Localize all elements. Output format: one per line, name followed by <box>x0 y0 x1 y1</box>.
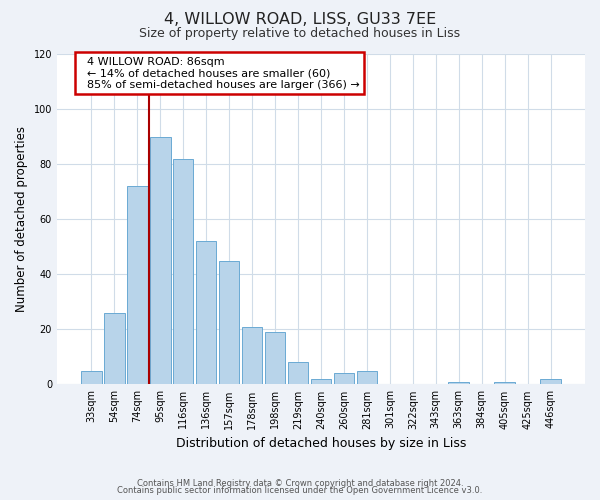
Bar <box>541 379 561 384</box>
Bar <box>81 370 101 384</box>
Text: Contains public sector information licensed under the Open Government Licence v3: Contains public sector information licen… <box>118 486 482 495</box>
Text: Contains HM Land Registry data © Crown copyright and database right 2024.: Contains HM Land Registry data © Crown c… <box>137 478 463 488</box>
Text: 4 WILLOW ROAD: 86sqm
  ← 14% of detached houses are smaller (60)
  85% of semi-d: 4 WILLOW ROAD: 86sqm ← 14% of detached h… <box>80 57 359 90</box>
Bar <box>173 158 193 384</box>
Bar <box>219 260 239 384</box>
Text: Size of property relative to detached houses in Liss: Size of property relative to detached ho… <box>139 28 461 40</box>
Bar <box>104 313 125 384</box>
Bar <box>494 382 515 384</box>
Bar <box>356 370 377 384</box>
Y-axis label: Number of detached properties: Number of detached properties <box>15 126 28 312</box>
Bar <box>334 374 354 384</box>
Bar <box>242 326 262 384</box>
Bar <box>150 136 170 384</box>
Bar <box>287 362 308 384</box>
Bar <box>448 382 469 384</box>
Text: 4, WILLOW ROAD, LISS, GU33 7EE: 4, WILLOW ROAD, LISS, GU33 7EE <box>164 12 436 28</box>
X-axis label: Distribution of detached houses by size in Liss: Distribution of detached houses by size … <box>176 437 466 450</box>
Bar <box>196 241 217 384</box>
Bar <box>265 332 286 384</box>
Bar <box>311 379 331 384</box>
Bar <box>127 186 148 384</box>
